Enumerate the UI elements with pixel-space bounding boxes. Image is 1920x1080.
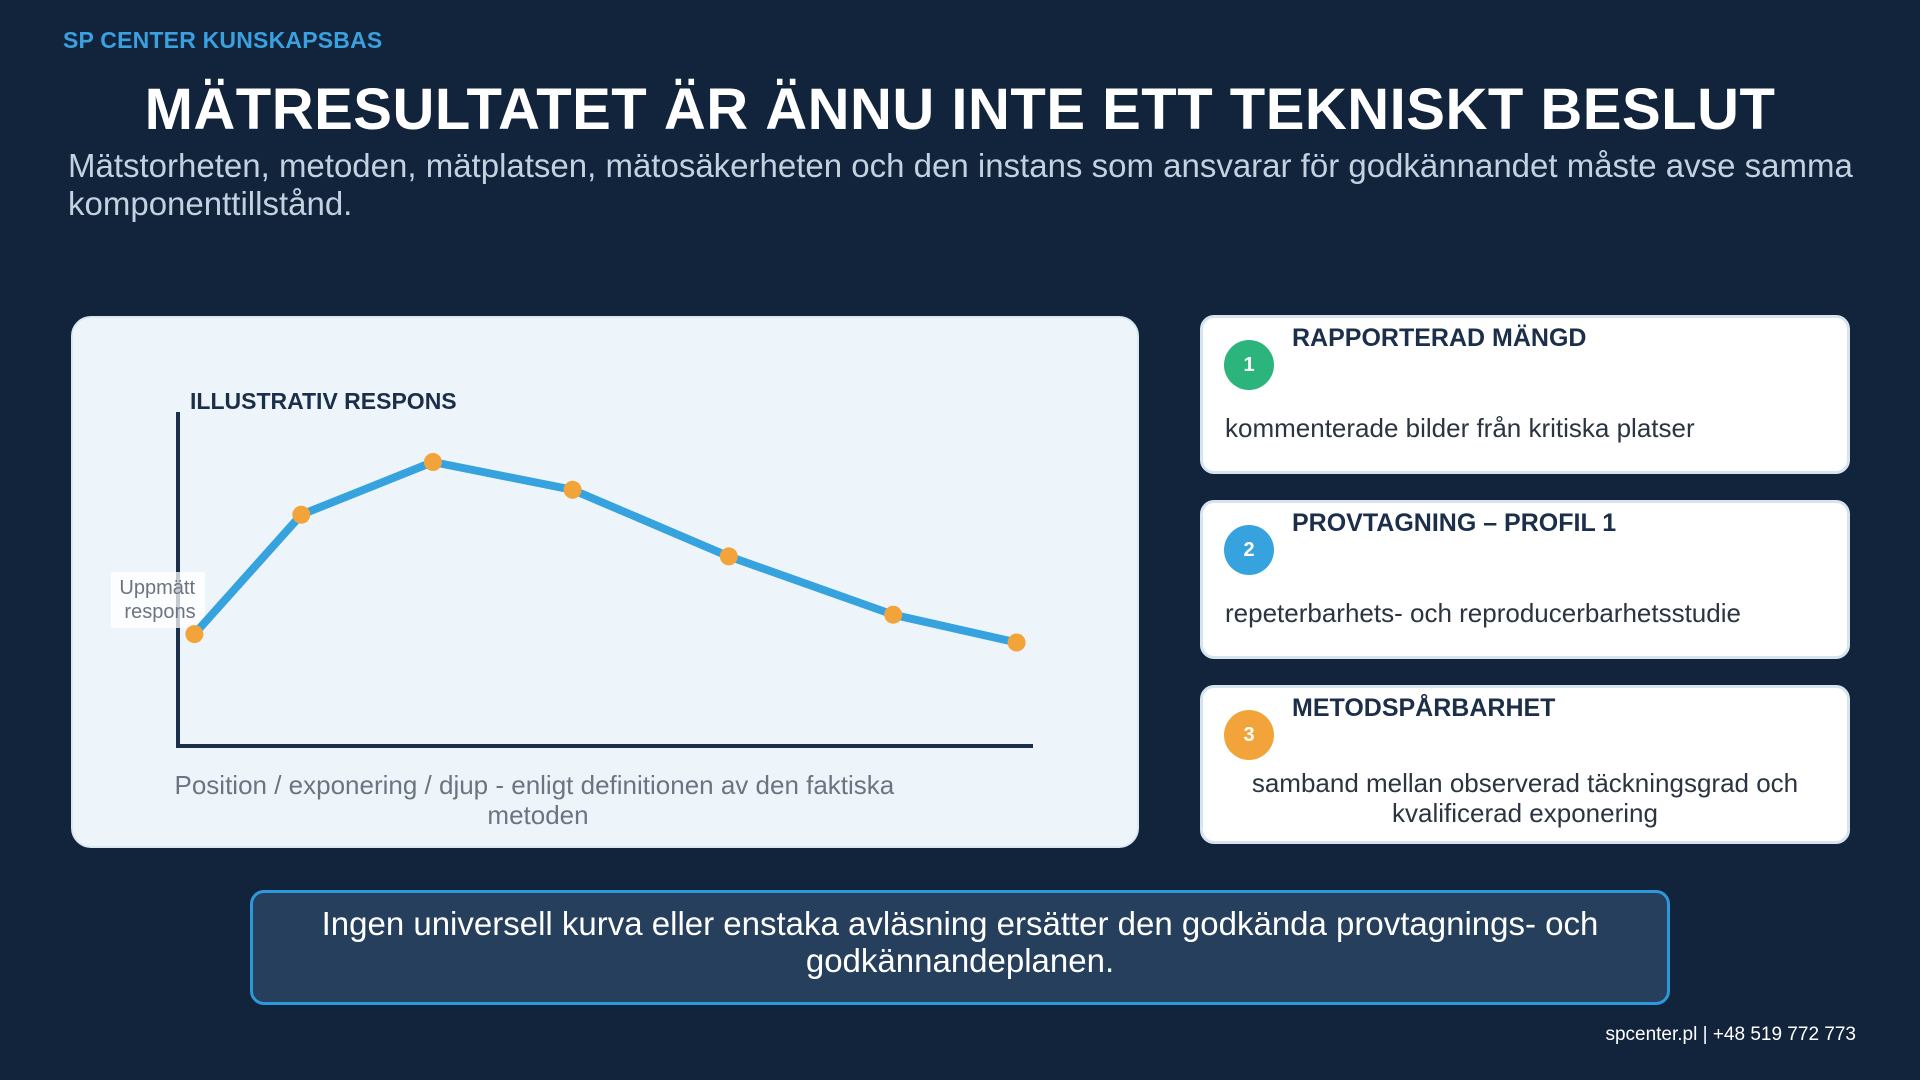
y-axis-label: Uppmätt respons bbox=[119, 577, 200, 623]
card-title: RAPPORTERAD MÄNGD bbox=[1292, 324, 1587, 352]
card-body: kommenterade bilder från kritiska platse… bbox=[1225, 413, 1695, 443]
data-point-7 bbox=[1007, 633, 1026, 652]
card-number-badge: 3 bbox=[1224, 710, 1274, 760]
y-axis-label-line1: Uppmätt bbox=[119, 577, 195, 599]
card-number-badge: 1 bbox=[1224, 340, 1274, 390]
x-axis-label-line1: Position / exponering / djup - enligt de… bbox=[174, 770, 894, 800]
y-axis-label-line2: respons bbox=[124, 601, 195, 623]
y-label-background bbox=[111, 572, 205, 628]
card-reported-quantity: 1 RAPPORTERAD MÄNGD kommenterade bilder … bbox=[1200, 315, 1850, 474]
card-body: samband mellan observerad täckningsgrad … bbox=[1251, 768, 1799, 828]
callout-text: Ingen universell kurva eller enstaka avl… bbox=[321, 905, 1599, 979]
callout-box: Ingen universell kurva eller enstaka avl… bbox=[250, 890, 1670, 1005]
card-sampling-profile: 2 PROVTAGNING – PROFIL 1 repeterbarhets-… bbox=[1200, 500, 1850, 659]
footer-contact: spcenter.pl | +48 519 772 773 bbox=[1605, 1024, 1856, 1045]
card-number-badge: 2 bbox=[1224, 525, 1274, 575]
chart-panel: ILLUSTRATIV RESPONS Uppmätt respons Posi… bbox=[71, 316, 1139, 848]
x-axis-label-line2: metoden bbox=[487, 800, 588, 830]
brand-label: SP CENTER KUNSKAPSBAS bbox=[63, 27, 383, 53]
chart-title: ILLUSTRATIV RESPONS bbox=[190, 388, 457, 414]
data-point-4 bbox=[563, 480, 582, 499]
data-point-6 bbox=[884, 605, 903, 624]
card-title: METODSPÅRBARHET bbox=[1292, 694, 1556, 722]
card-title: PROVTAGNING – PROFIL 1 bbox=[1292, 509, 1617, 537]
data-point-3 bbox=[423, 453, 442, 471]
card-body: repeterbarhets- och reproducerbarhetsstu… bbox=[1225, 598, 1741, 628]
page-subtitle: Mätstorheten, metoden, mätplatsen, mätos… bbox=[68, 147, 1853, 222]
page-title: MÄTRESULTATET ÄR ÄNNU INTE ETT TEKNISKT … bbox=[144, 77, 1776, 142]
data-point-5 bbox=[719, 547, 738, 566]
series-markers bbox=[185, 453, 1026, 652]
data-point-2 bbox=[292, 505, 311, 524]
card-method-traceability: 3 METODSPÅRBARHET samband mellan observe… bbox=[1200, 685, 1850, 844]
x-axis-label: Position / exponering / djup - enligt de… bbox=[174, 770, 901, 830]
response-chart: ILLUSTRATIV RESPONS Uppmätt respons Posi… bbox=[111, 388, 1033, 830]
data-point-1 bbox=[185, 625, 204, 644]
